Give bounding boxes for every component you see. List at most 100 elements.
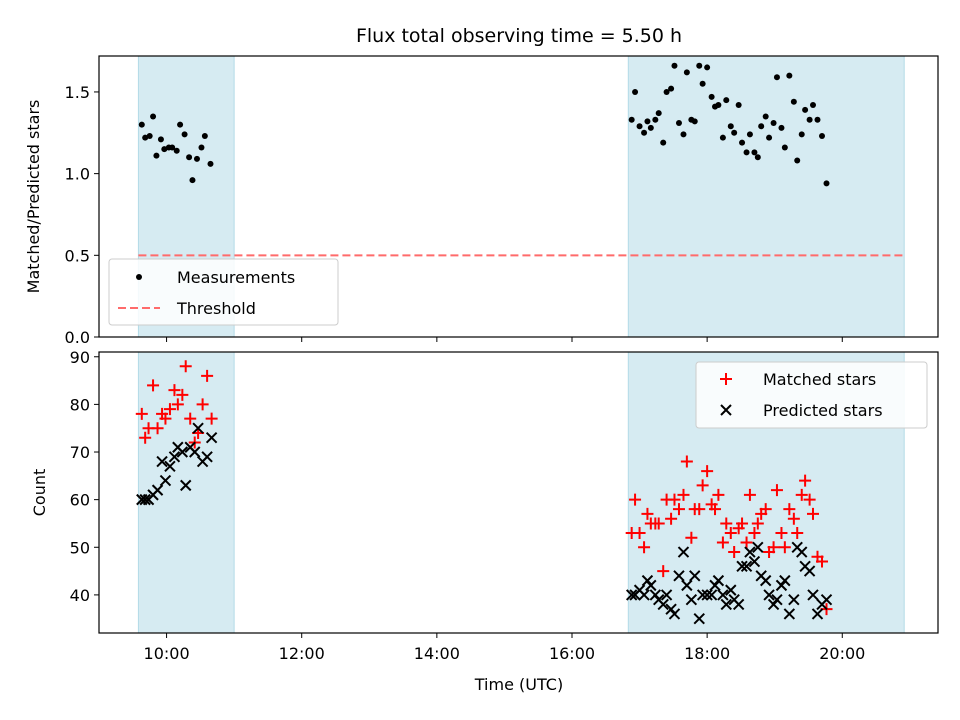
matched-stars-point [652,517,665,530]
matched-stars-point [665,512,678,525]
matched-stars-point [163,403,176,416]
y-tick-label: 50 [70,538,90,557]
legend-marker-predicted [720,404,732,416]
predicted-stars-point [677,546,690,558]
matched-stars-point [201,369,214,382]
matched-stars-point [672,503,685,516]
x-tick-label: 18:00 [684,644,730,663]
measurement-point [150,113,157,120]
matched-stars-point [720,517,733,530]
predicted-stars-point [748,555,761,568]
matched-stars-point [638,541,651,554]
predicted-stars-point [681,579,693,592]
predicted-stars-point [696,589,709,601]
predicted-stars-point [151,484,164,496]
measurement-point [644,118,651,125]
measurement-point [743,149,750,156]
matched-stars-point [668,493,681,506]
measurement-point [652,116,659,123]
measurement-point [153,152,160,159]
plot-frame [98,351,939,634]
predicted-stars-point [820,593,833,606]
predicted-stars-point [205,432,218,444]
predicted-stars-point [783,608,796,620]
measurement-point [201,133,208,140]
measurement-point [641,129,648,136]
legend-box [108,258,339,326]
legend-label-matched: Matched stars [763,370,876,389]
matched-stars-point [795,488,808,501]
measurement-point [781,144,788,151]
predicted-stars-point [720,598,732,611]
matched-stars-point [168,384,181,397]
matched-stars-point [748,526,761,539]
measurement-point [773,74,780,81]
matched-stars-point [716,536,729,549]
matched-stars-point [179,360,192,373]
predicted-stars-point [176,446,189,458]
y-axis-label: Count [30,469,49,517]
measurement-point [647,124,654,131]
predicted-stars-point [139,493,151,506]
measurement-point [161,146,168,153]
predicted-stars-point [159,474,172,487]
measurement-point [198,144,205,151]
y-axis-label: Matched/Predicted stars [24,100,43,294]
measurement-point [680,131,687,138]
matched-stars-point [803,493,816,506]
matched-stars-point [159,412,172,425]
predicted-stars-point [705,589,718,601]
predicted-stars-point [693,613,705,625]
measurement-point [790,98,797,105]
predicted-stars-point [168,451,181,463]
measurement-point [715,102,722,109]
legend-label-threshold: Threshold [176,299,256,318]
matched-stars-point [743,488,756,501]
matched-stars-point [783,503,796,516]
measurement-point [719,134,726,141]
measurement-point [696,62,703,69]
measurement-point [778,124,785,131]
predicted-stars-point [732,598,745,611]
measurement-point [731,129,738,136]
chart-title: Flux total observing time = 5.50 h [356,25,682,47]
matched-stars-point [147,379,160,392]
measurement-point [169,144,176,151]
measurement-point [173,147,180,154]
y-tick-label: 0.5 [65,246,90,265]
matched-stars-point [629,493,642,506]
predicted-stars-point [752,541,764,553]
matched-stars-point [641,507,654,520]
predicted-stars-point [660,589,673,601]
matched-stars-point [680,455,693,468]
matched-stars-point [740,536,753,549]
measurement-point [699,80,706,87]
measurement-point [189,177,196,184]
observing-window-band [627,55,905,338]
measurement-point [746,131,753,138]
matched-stars-point [151,422,164,435]
matched-stars-point [677,488,690,501]
predicted-stars-point [192,422,204,434]
predicted-stars-point [712,574,725,587]
measurement-point [739,139,746,146]
legend-label-predicted: Predicted stars [763,401,883,420]
matched-stars-point [791,526,804,539]
count-panel: 40 50 60 70 80 90 10:00 12:00 14:00 16:00 18:00 20:… [30,348,939,663]
ratio-panel: 0.0 0.5 1.0 1.5 Matched/Predicted stars Measu… [24,55,939,347]
predicted-stars-point [796,546,808,558]
measurement-point [814,116,821,123]
matched-stars-point [751,517,764,530]
matched-stars-point [728,546,741,559]
matched-stars-point [205,412,218,425]
predicted-stars-point [189,446,201,458]
measurement-point [819,133,826,140]
predicted-stars-point [788,593,800,606]
matched-stars-point [171,398,184,411]
plot-frame [98,55,939,338]
predicted-stars-point [685,593,698,606]
matched-stars-point [806,507,819,520]
predicted-stars-point [645,579,657,592]
measurement-point [786,72,793,79]
y-tick-label: 1.5 [65,83,90,102]
